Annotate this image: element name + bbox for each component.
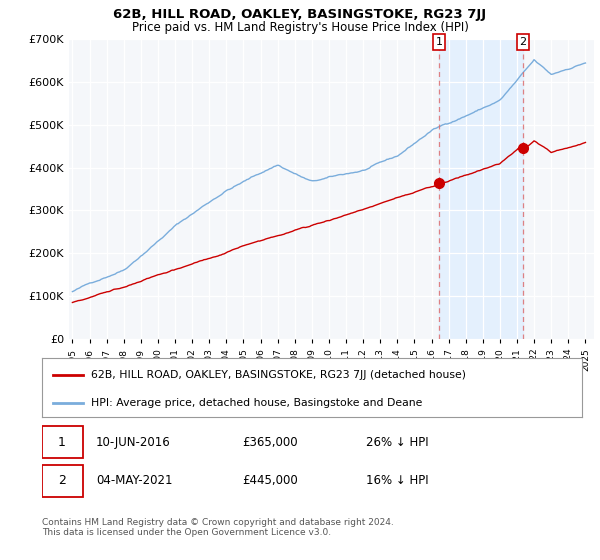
FancyBboxPatch shape xyxy=(42,465,83,497)
Text: 1: 1 xyxy=(58,436,66,449)
Text: 62B, HILL ROAD, OAKLEY, BASINGSTOKE, RG23 7JJ (detached house): 62B, HILL ROAD, OAKLEY, BASINGSTOKE, RG2… xyxy=(91,370,466,380)
Text: 2: 2 xyxy=(519,37,526,47)
Text: £445,000: £445,000 xyxy=(242,474,298,488)
Text: £365,000: £365,000 xyxy=(242,436,298,449)
Text: 2: 2 xyxy=(58,474,66,488)
Text: 26% ↓ HPI: 26% ↓ HPI xyxy=(366,436,428,449)
Text: 10-JUN-2016: 10-JUN-2016 xyxy=(96,436,171,449)
Text: 16% ↓ HPI: 16% ↓ HPI xyxy=(366,474,428,488)
Text: 1: 1 xyxy=(436,37,443,47)
Text: 04-MAY-2021: 04-MAY-2021 xyxy=(96,474,173,488)
Text: 62B, HILL ROAD, OAKLEY, BASINGSTOKE, RG23 7JJ: 62B, HILL ROAD, OAKLEY, BASINGSTOKE, RG2… xyxy=(113,8,487,21)
Bar xyxy=(439,39,523,339)
FancyBboxPatch shape xyxy=(42,427,83,458)
Text: Contains HM Land Registry data © Crown copyright and database right 2024.
This d: Contains HM Land Registry data © Crown c… xyxy=(42,518,394,538)
Text: Price paid vs. HM Land Registry's House Price Index (HPI): Price paid vs. HM Land Registry's House … xyxy=(131,21,469,34)
Text: HPI: Average price, detached house, Basingstoke and Deane: HPI: Average price, detached house, Basi… xyxy=(91,398,422,408)
